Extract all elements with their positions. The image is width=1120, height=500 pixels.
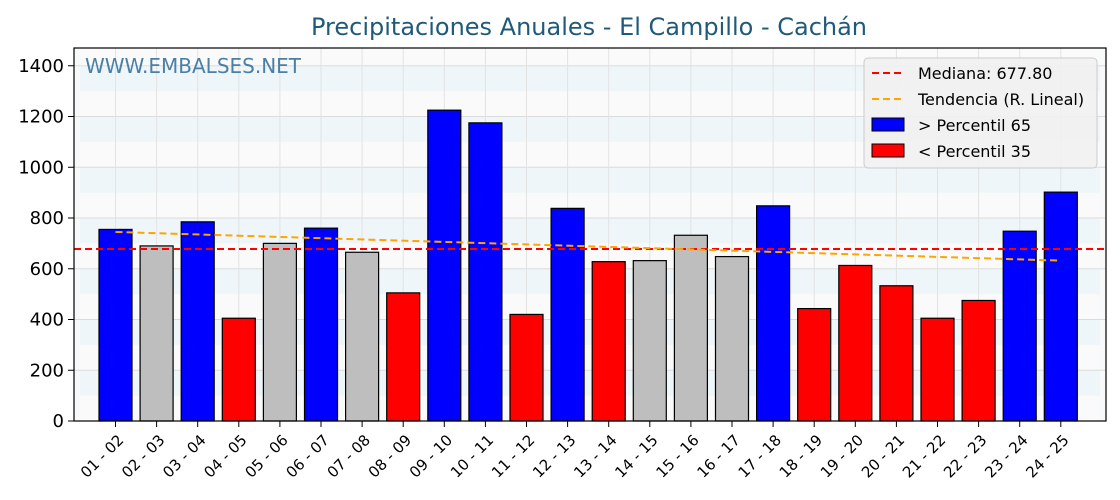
- x-tick-label: 12 - 13: [529, 431, 579, 481]
- y-tick-label: 1200: [18, 107, 64, 128]
- bar-high: [1043, 191, 1078, 422]
- grid-band: [80, 268, 1100, 295]
- bar-low: [838, 264, 873, 422]
- x-tick-label: 21 - 22: [899, 431, 949, 481]
- bar-mid: [714, 255, 750, 422]
- x-tick-label: 01 - 02: [77, 431, 127, 481]
- y-tick-label: 400: [30, 310, 64, 331]
- bar-low: [920, 317, 955, 422]
- x-tick-label: 20 - 21: [858, 431, 908, 481]
- grid-band: [80, 192, 1100, 219]
- legend-box: [863, 57, 1098, 169]
- bar-high: [303, 227, 339, 422]
- plot-area: WWW.EMBALSES.NET 0 200 400 600 800 1000 1200 140…: [18, 47, 1107, 481]
- x-tick-label: 23 - 24: [981, 431, 1031, 481]
- x-tick-label: 08 - 09: [365, 431, 415, 481]
- x-tick-label: 11 - 12: [488, 431, 538, 481]
- x-tick-label: 13 - 14: [570, 431, 620, 481]
- x-tick-label: 19 - 20: [817, 431, 867, 481]
- x-tick-label: 24 - 25: [1022, 431, 1072, 481]
- legend-label: Tendencia (R. Lineal): [917, 90, 1084, 109]
- y-tick-label: 0: [53, 411, 64, 432]
- bar-high: [755, 205, 791, 422]
- bar-high: [180, 221, 215, 422]
- x-tick-label: 16 - 17: [694, 431, 744, 481]
- y-tick-label: 600: [30, 259, 64, 280]
- x-tick-label: 22 - 23: [940, 431, 990, 481]
- legend-swatch-box: [871, 143, 905, 158]
- bar-high: [550, 207, 585, 422]
- chart-title: Precipitaciones Anuales - El Campillo - …: [311, 13, 867, 41]
- bar-mid: [632, 260, 667, 422]
- x-tick-label: 09 - 10: [406, 431, 456, 481]
- grid-band: [80, 167, 1100, 193]
- trend-line: [115, 230, 1061, 262]
- legend-label: < Percentil 35: [918, 142, 1031, 161]
- bar-high: [468, 122, 503, 422]
- legend-swatch-box: [871, 117, 905, 132]
- x-tick-label: 05 - 06: [241, 431, 291, 481]
- grid-band: [80, 48, 1100, 66]
- bar-low: [961, 299, 996, 422]
- x-tick-label: 15 - 16: [652, 431, 702, 481]
- x-tick-label: 10 - 11: [447, 431, 497, 481]
- legend-label: Mediana: 677.80: [918, 64, 1052, 83]
- y-tick-label: 1400: [18, 56, 64, 77]
- axes-frame: [73, 47, 1107, 422]
- y-tick-label: 800: [30, 208, 64, 229]
- bar-low: [221, 317, 256, 422]
- x-tick-label: 07 - 08: [324, 431, 374, 481]
- x-tick-label: 14 - 15: [611, 431, 661, 481]
- bar-mid: [262, 242, 297, 422]
- y-tick-label: 200: [30, 360, 64, 381]
- x-tick-label: 18 - 19: [776, 431, 826, 481]
- legend-label: > Percentil 65: [918, 116, 1031, 135]
- bar-high: [1002, 230, 1037, 422]
- grid-band: [80, 218, 1100, 244]
- x-tick-label: 04 - 05: [200, 431, 250, 481]
- bar-low: [797, 307, 832, 422]
- bar-low: [879, 285, 914, 422]
- x-tick-label: 02 - 03: [118, 431, 168, 481]
- x-tick-label: 06 - 07: [283, 431, 333, 481]
- grid-band: [80, 294, 1100, 320]
- y-tick-label: 1000: [18, 157, 64, 178]
- bar-low: [386, 292, 421, 422]
- bar-high: [98, 228, 133, 422]
- bar-high: [427, 109, 462, 422]
- x-tick-label: 17 - 18: [735, 431, 785, 481]
- watermark-text: WWW.EMBALSES.NET: [85, 54, 302, 78]
- bar-mid: [139, 245, 174, 422]
- bar-mid: [673, 234, 709, 422]
- bar-mid: [345, 251, 380, 422]
- bar-low: [509, 313, 544, 422]
- bar-low: [591, 261, 626, 422]
- x-tick-label: 03 - 04: [159, 431, 209, 481]
